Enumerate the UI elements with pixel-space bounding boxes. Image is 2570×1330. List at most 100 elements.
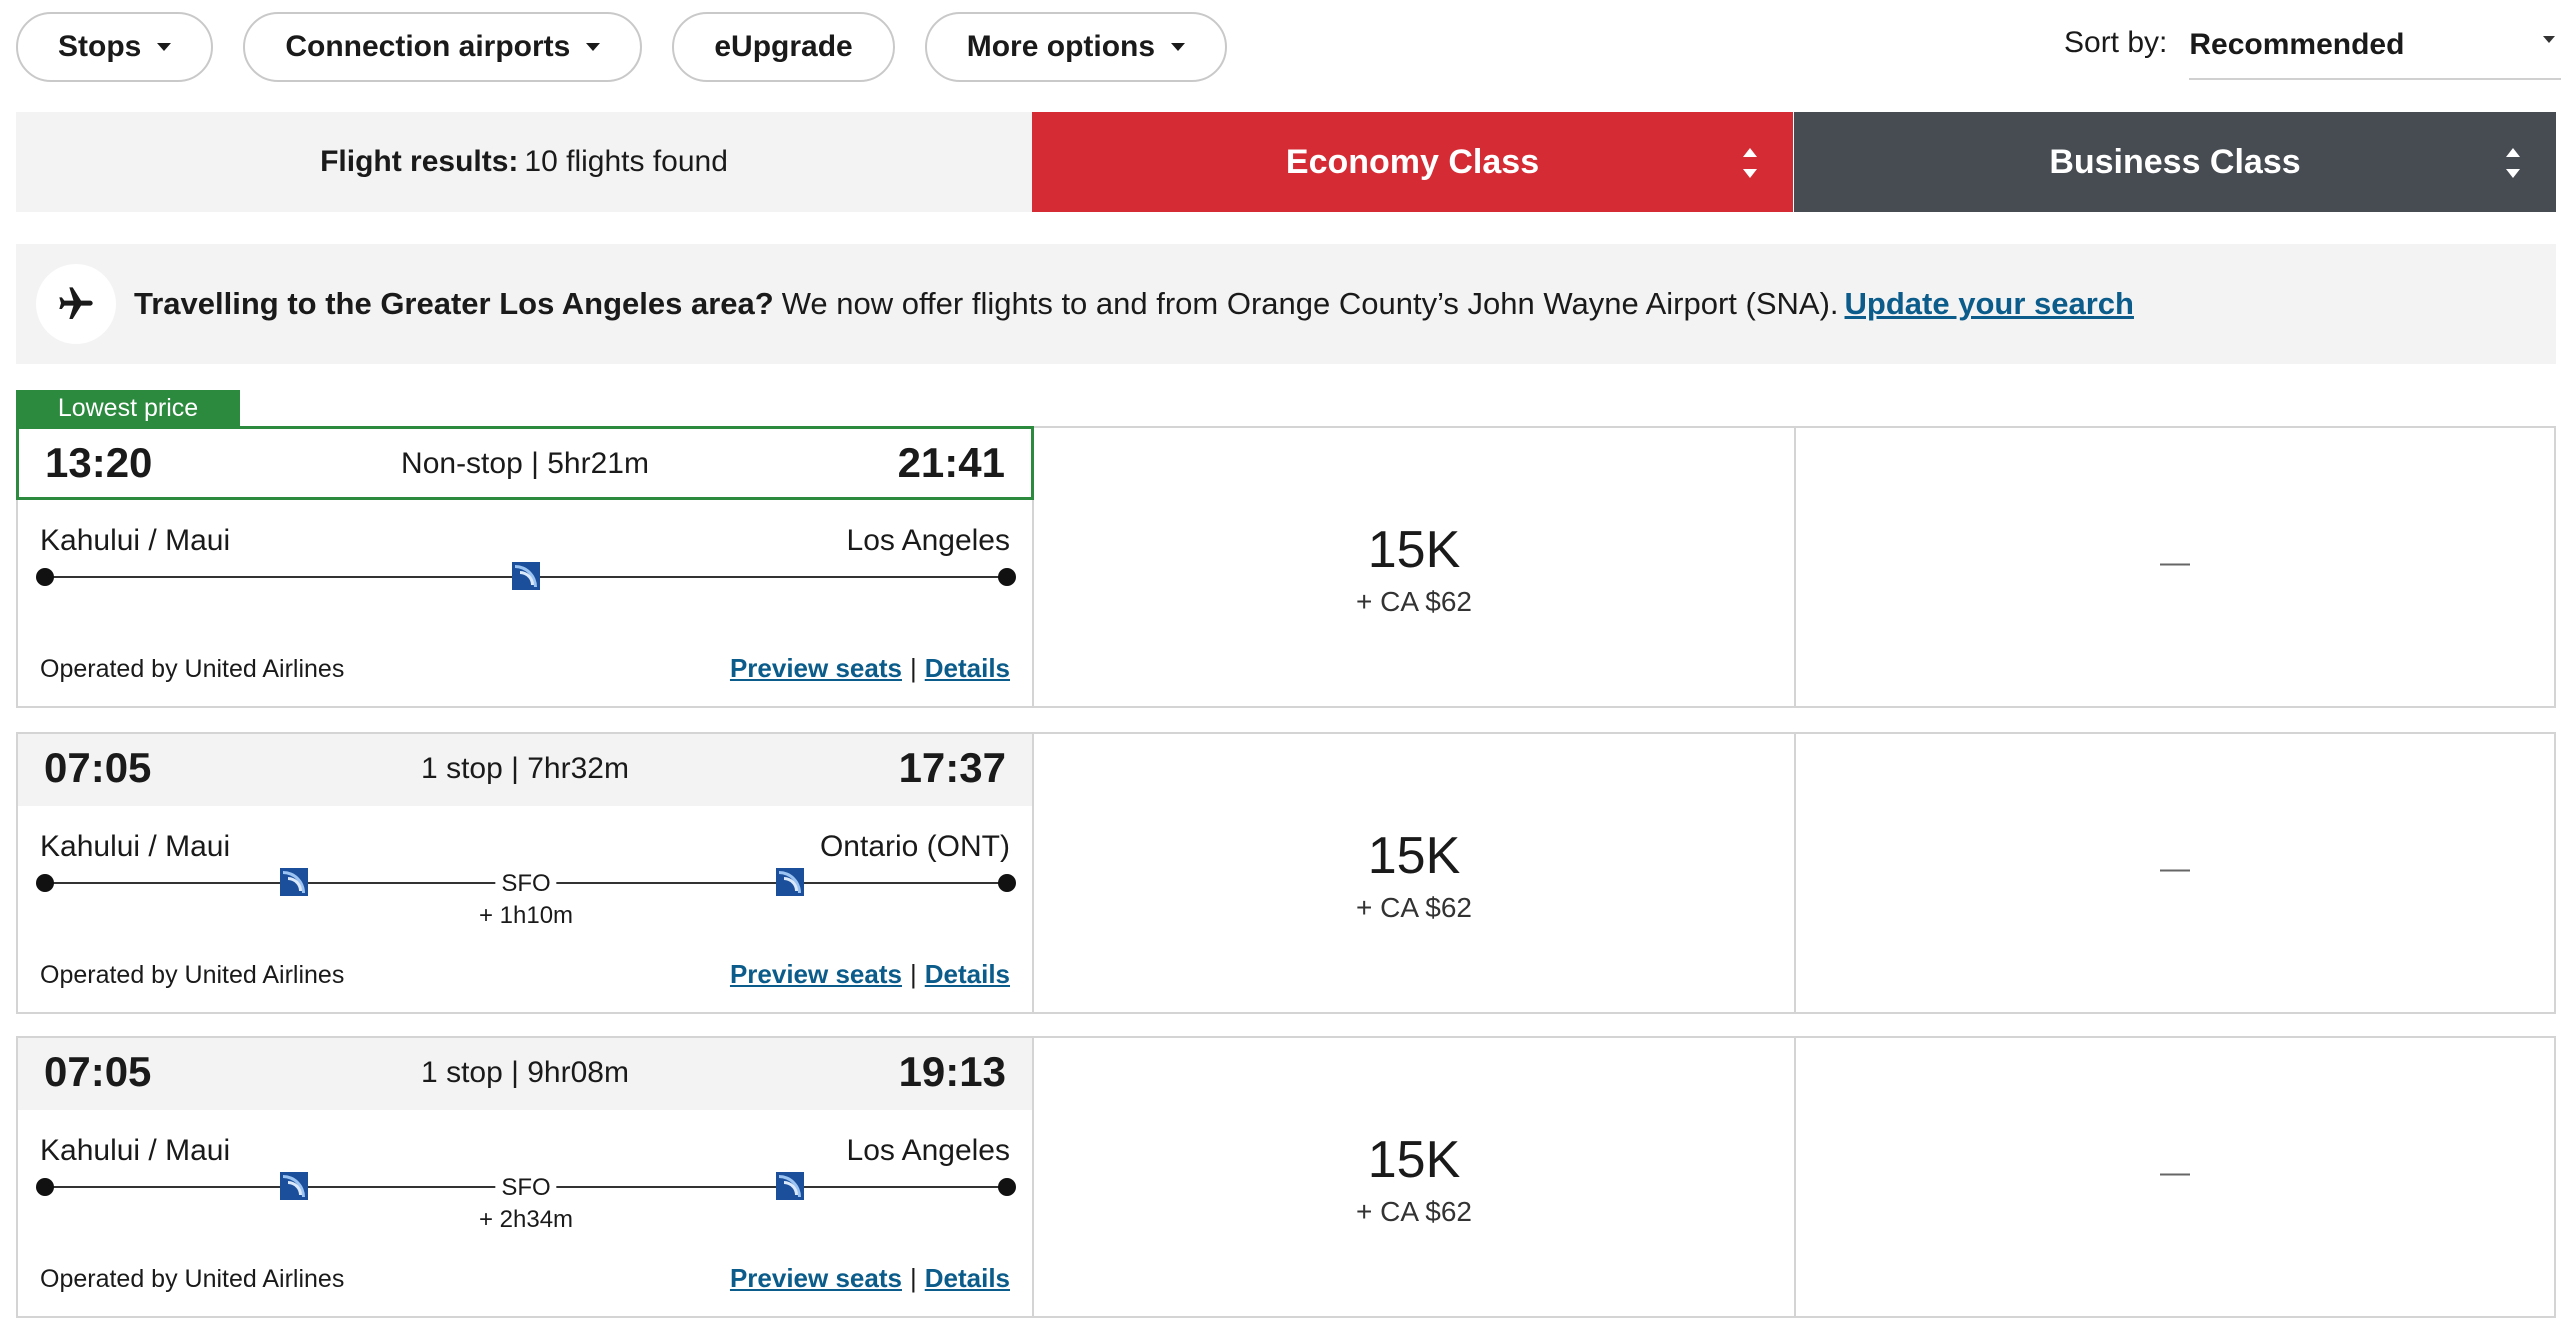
- more-options-filter-button[interactable]: More options: [924, 12, 1228, 82]
- flight-time-band: 07:05 1 stop | 9hr08m 19:13: [18, 1038, 1032, 1110]
- preview-seats-link[interactable]: Preview seats: [729, 959, 902, 989]
- caret-down-icon: [157, 43, 172, 51]
- flight-results-count: 10 flights found: [524, 145, 728, 178]
- arrival-time: 17:37: [898, 744, 1006, 791]
- economy-points-price: 15K: [1367, 827, 1461, 885]
- business-fare-cell: —: [1796, 1038, 2554, 1316]
- economy-class-label: Economy Class: [1285, 142, 1540, 181]
- route-line: SFO + 1h10m: [36, 868, 1016, 929]
- destination-dot-icon: [998, 874, 1016, 892]
- united-airlines-logo-icon: [512, 562, 540, 590]
- business-class-column-header[interactable]: Business Class: [1794, 112, 2556, 212]
- destination-city: Ontario (ONT): [819, 830, 1010, 863]
- business-unavailable: —: [2160, 546, 2190, 579]
- origin-dot-icon: [36, 874, 54, 892]
- lowest-price-badge: Lowest price: [16, 390, 240, 426]
- update-search-link[interactable]: Update your search: [1844, 286, 2134, 321]
- airplane-icon: [36, 264, 116, 344]
- details-link[interactable]: Details: [924, 653, 1010, 683]
- layover-duration: + 1h10m: [478, 902, 574, 929]
- preview-seats-link[interactable]: Preview seats: [729, 1263, 902, 1293]
- arrival-time: 19:13: [898, 1048, 1006, 1095]
- business-class-label: Business Class: [2049, 142, 2301, 181]
- flight-links: Preview seats | Details: [730, 1263, 1010, 1294]
- sort-control: Sort by: Recommended: [2064, 18, 2562, 80]
- origin-city: Kahului / Maui: [40, 830, 231, 863]
- flight-results-label: Flight results:: [320, 145, 519, 178]
- origin-city: Kahului / Maui: [40, 524, 231, 557]
- connection-airports-filter-label: Connection airports: [285, 30, 571, 63]
- united-airlines-logo-icon: [280, 868, 308, 896]
- details-link[interactable]: Details: [924, 959, 1010, 989]
- united-airlines-logo-icon: [776, 868, 804, 896]
- flight-time-band: 13:20 Non-stop | 5hr21m 21:41: [16, 426, 1034, 500]
- eupgrade-filter-label: eUpgrade: [714, 30, 853, 63]
- flight-itinerary: 07:05 1 stop | 9hr08m 19:13 Kahului / Ma…: [18, 1038, 1034, 1316]
- departure-time: 07:05: [44, 1048, 152, 1095]
- destination-dot-icon: [998, 1178, 1016, 1196]
- economy-fare-cell[interactable]: 15K + CA $62: [1034, 428, 1796, 706]
- business-unavailable: —: [2160, 1156, 2190, 1189]
- sort-selected-value: Recommended: [2189, 28, 2405, 61]
- flight-duration-info: 1 stop | 9hr08m: [421, 1056, 629, 1089]
- flight-itinerary: 07:05 1 stop | 7hr32m 17:37 Kahului / Ma…: [18, 734, 1034, 1012]
- banner-text: We now offer flights to and from Orange …: [781, 286, 1839, 321]
- flight-duration-info: 1 stop | 7hr32m: [421, 752, 629, 785]
- departure-time: 07:05: [44, 744, 152, 791]
- flight-links: Preview seats | Details: [730, 653, 1010, 684]
- destination-info-banner: Travelling to the Greater Los Angeles ar…: [16, 244, 2556, 364]
- stop-airport-code: SFO: [495, 1174, 557, 1202]
- destination-city: Los Angeles: [846, 524, 1010, 557]
- preview-seats-link[interactable]: Preview seats: [729, 653, 902, 683]
- operated-by: Operated by United Airlines: [40, 655, 345, 683]
- origin-city: Kahului / Maui: [40, 1134, 231, 1167]
- link-separator: |: [909, 959, 917, 989]
- stops-filter-button[interactable]: Stops: [16, 12, 214, 82]
- economy-fare-cell[interactable]: 15K + CA $62: [1034, 1038, 1796, 1316]
- sort-label: Sort by:: [2064, 26, 2168, 59]
- sort-arrows-icon: [1743, 148, 1757, 178]
- flight-links: Preview seats | Details: [730, 959, 1010, 990]
- chevron-down-icon: [2543, 36, 2556, 43]
- economy-fare-cell[interactable]: 15K + CA $62: [1034, 734, 1796, 1012]
- link-separator: |: [909, 653, 917, 683]
- eupgrade-filter-button[interactable]: eUpgrade: [672, 12, 895, 82]
- operated-by: Operated by United Airlines: [40, 1265, 345, 1293]
- origin-dot-icon: [36, 1178, 54, 1196]
- details-link[interactable]: Details: [924, 1263, 1010, 1293]
- united-airlines-logo-icon: [280, 1172, 308, 1200]
- more-options-filter-label: More options: [966, 30, 1156, 63]
- business-unavailable: —: [2160, 852, 2190, 885]
- economy-cash-price: + CA $62: [1356, 1196, 1472, 1227]
- flight-card: 13:20 Non-stop | 5hr21m 21:41 Kahului / …: [16, 426, 2556, 708]
- arrival-time: 21:41: [897, 439, 1005, 486]
- flight-results-summary: Flight results: 10 flights found: [16, 112, 1032, 212]
- sort-select[interactable]: Recommended: [2189, 18, 2562, 80]
- flight-card: 07:05 1 stop | 7hr32m 17:37 Kahului / Ma…: [16, 732, 2556, 1014]
- economy-points-price: 15K: [1367, 1131, 1461, 1189]
- flight-duration-info: Non-stop | 5hr21m: [401, 447, 649, 480]
- destination-city: Los Angeles: [846, 1134, 1010, 1167]
- flight-itinerary: 13:20 Non-stop | 5hr21m 21:41 Kahului / …: [16, 426, 1034, 706]
- caret-down-icon: [586, 43, 601, 51]
- stops-filter-label: Stops: [58, 30, 142, 63]
- connection-airports-filter-button[interactable]: Connection airports: [243, 12, 643, 82]
- route-line: SFO + 2h34m: [36, 1172, 1016, 1233]
- destination-dot-icon: [998, 568, 1016, 586]
- business-fare-cell: —: [1796, 734, 2554, 1012]
- stop-airport-code: SFO: [495, 870, 557, 898]
- route-line: [36, 562, 1016, 590]
- economy-points-price: 15K: [1367, 521, 1461, 579]
- sort-arrows-icon: [2506, 148, 2520, 178]
- flight-card: 07:05 1 stop | 9hr08m 19:13 Kahului / Ma…: [16, 1036, 2556, 1318]
- link-separator: |: [909, 1263, 917, 1293]
- caret-down-icon: [1171, 43, 1186, 51]
- filter-bar: Stops Connection airports eUpgrade More …: [16, 12, 1228, 84]
- economy-class-column-header[interactable]: Economy Class: [1032, 112, 1793, 212]
- banner-heading: Travelling to the Greater Los Angeles ar…: [134, 286, 774, 321]
- business-fare-cell: —: [1796, 428, 2554, 706]
- origin-dot-icon: [36, 568, 54, 586]
- united-airlines-logo-icon: [776, 1172, 804, 1200]
- layover-duration: + 2h34m: [478, 1206, 574, 1233]
